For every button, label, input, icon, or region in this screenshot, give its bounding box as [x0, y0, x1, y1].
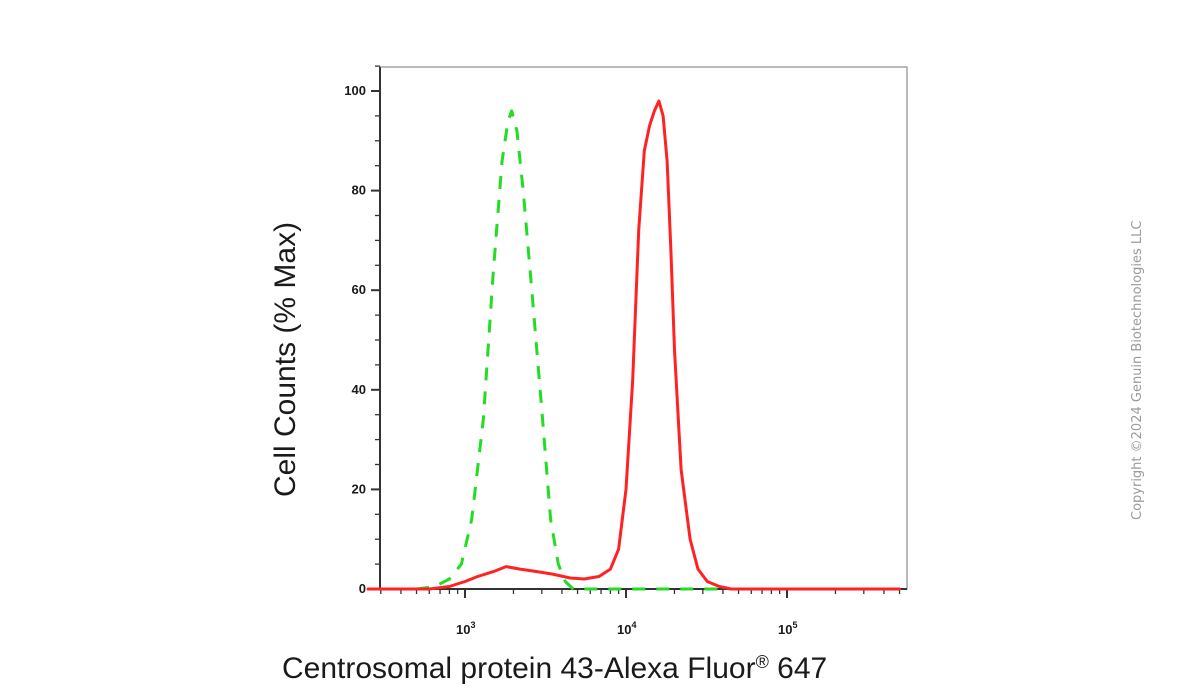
series-layer: [366, 99, 901, 591]
x-axis-label: Centrosomal protein 43-Alexa Fluor® 647: [282, 652, 827, 685]
y-tick-label: 0: [359, 581, 366, 596]
y-axis-ticks: 0 20 40 60 80 100: [344, 65, 380, 596]
plot-frame: [379, 66, 908, 590]
y-tick-label: 40: [352, 382, 366, 397]
x-axis-ticks: 103 104 105: [380, 589, 901, 637]
x-axis-label-suffix: 647: [769, 652, 827, 685]
x-tick-label: 105: [778, 620, 797, 637]
x-axis-label-registered: ®: [756, 652, 769, 672]
y-tick-label: 20: [352, 481, 366, 496]
x-axis-label-main: Centrosomal protein 43-Alexa Fluor: [282, 652, 756, 685]
x-tick-base: 10: [778, 622, 792, 637]
x-tick-base: 10: [617, 622, 631, 637]
x-tick-exponent: 4: [631, 620, 636, 630]
x-tick-label: 104: [617, 620, 636, 637]
y-tick-label: 100: [344, 83, 366, 98]
x-tick-base: 10: [456, 622, 470, 637]
x-tick-exponent: 3: [470, 620, 475, 630]
copyright-watermark: Copyright ©2024 Genuin Biotechnologies L…: [1130, 220, 1145, 520]
x-tick-label: 103: [456, 620, 475, 637]
y-axis-label: Cell Counts (% Max): [269, 222, 302, 497]
y-tick-label: 60: [352, 282, 366, 297]
series-line-1: [366, 99, 901, 591]
series-line-0: [368, 109, 900, 591]
x-tick-exponent: 5: [792, 620, 797, 630]
y-tick-label: 80: [352, 183, 366, 198]
